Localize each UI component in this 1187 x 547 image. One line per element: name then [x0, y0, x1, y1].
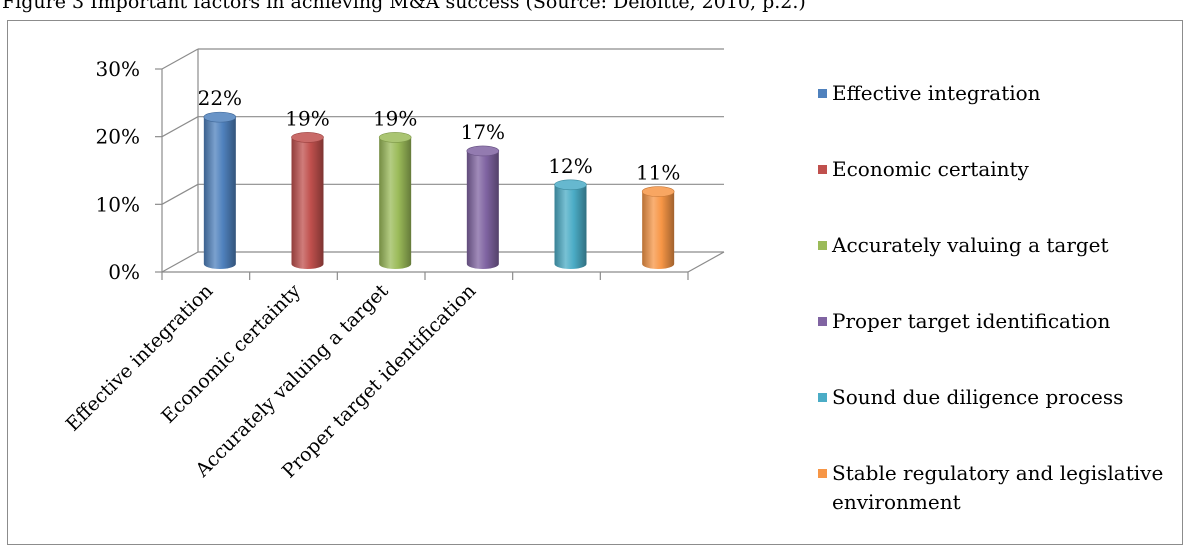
bar	[641, 186, 675, 269]
y-tick-label: 20%	[96, 125, 140, 149]
bar-top	[378, 132, 412, 143]
bar-top	[554, 179, 587, 191]
gridline-depth	[161, 116, 199, 138]
legend-item: Sound due diligence process	[818, 383, 1178, 412]
y-tick-label: 10%	[96, 192, 140, 216]
data-label: 17%	[461, 120, 505, 144]
legend-swatch	[818, 393, 827, 402]
legend-swatch	[818, 317, 827, 326]
x-tick-label: Effective integration	[62, 280, 218, 436]
legend-label: Accurately valuing a target	[832, 233, 1109, 257]
bar-body	[554, 184, 587, 269]
data-label: 11%	[636, 161, 680, 185]
bar-top	[291, 132, 324, 143]
bar	[378, 132, 412, 269]
legend-label: Effective integration	[832, 81, 1041, 105]
bar	[554, 179, 587, 269]
legend-swatch	[818, 469, 827, 478]
chart-frame: 0% 10% 20% 30% 22% 19% 19% 17% 12% 11% Effective i…	[7, 20, 1183, 545]
data-label: 12%	[548, 154, 592, 178]
legend-swatch	[818, 241, 827, 250]
legend-label: Proper target identification	[832, 309, 1111, 333]
bar-top	[466, 145, 500, 157]
bar-body	[203, 117, 236, 269]
y-tick-label: 0%	[108, 260, 140, 284]
bar-top	[641, 186, 675, 197]
legend-item: Proper target identification	[818, 307, 1178, 336]
floor-edge	[687, 251, 725, 273]
legend-label: Economic certainty	[832, 157, 1029, 181]
data-label: 19%	[373, 106, 417, 130]
legend-label: Sound due diligence process	[832, 385, 1124, 409]
legend-item: Economic certainty	[818, 155, 1178, 184]
bar-body	[466, 150, 499, 269]
bar-body	[291, 137, 324, 269]
legend-item: Accurately valuing a target	[818, 231, 1178, 260]
bar	[466, 145, 500, 269]
figure-caption: Figure 3 Important factors in achieving …	[2, 0, 806, 13]
bar-body	[379, 137, 412, 269]
legend-swatch	[818, 89, 827, 98]
data-label: 19%	[285, 106, 329, 130]
bar	[291, 132, 324, 269]
bar-chart: 0% 10% 20% 30% 22% 19% 19% 17% 12% 11% Effective i…	[62, 48, 725, 483]
bar	[203, 111, 237, 269]
bar-top	[203, 111, 237, 123]
y-tick-label: 30%	[96, 57, 140, 81]
legend-swatch	[818, 165, 827, 174]
gridline-depth	[161, 48, 199, 70]
legend-item: Effective integration	[818, 79, 1178, 108]
gridline-depth	[161, 183, 199, 205]
gridline-depth	[161, 251, 199, 273]
legend-label: Stable regulatory and legislative enviro…	[832, 461, 1164, 514]
legend-item: Stable regulatory and legislative enviro…	[818, 459, 1178, 517]
data-label: 22%	[198, 86, 242, 110]
x-tick-label: Proper target identification	[278, 280, 481, 483]
bar-body	[642, 191, 675, 269]
